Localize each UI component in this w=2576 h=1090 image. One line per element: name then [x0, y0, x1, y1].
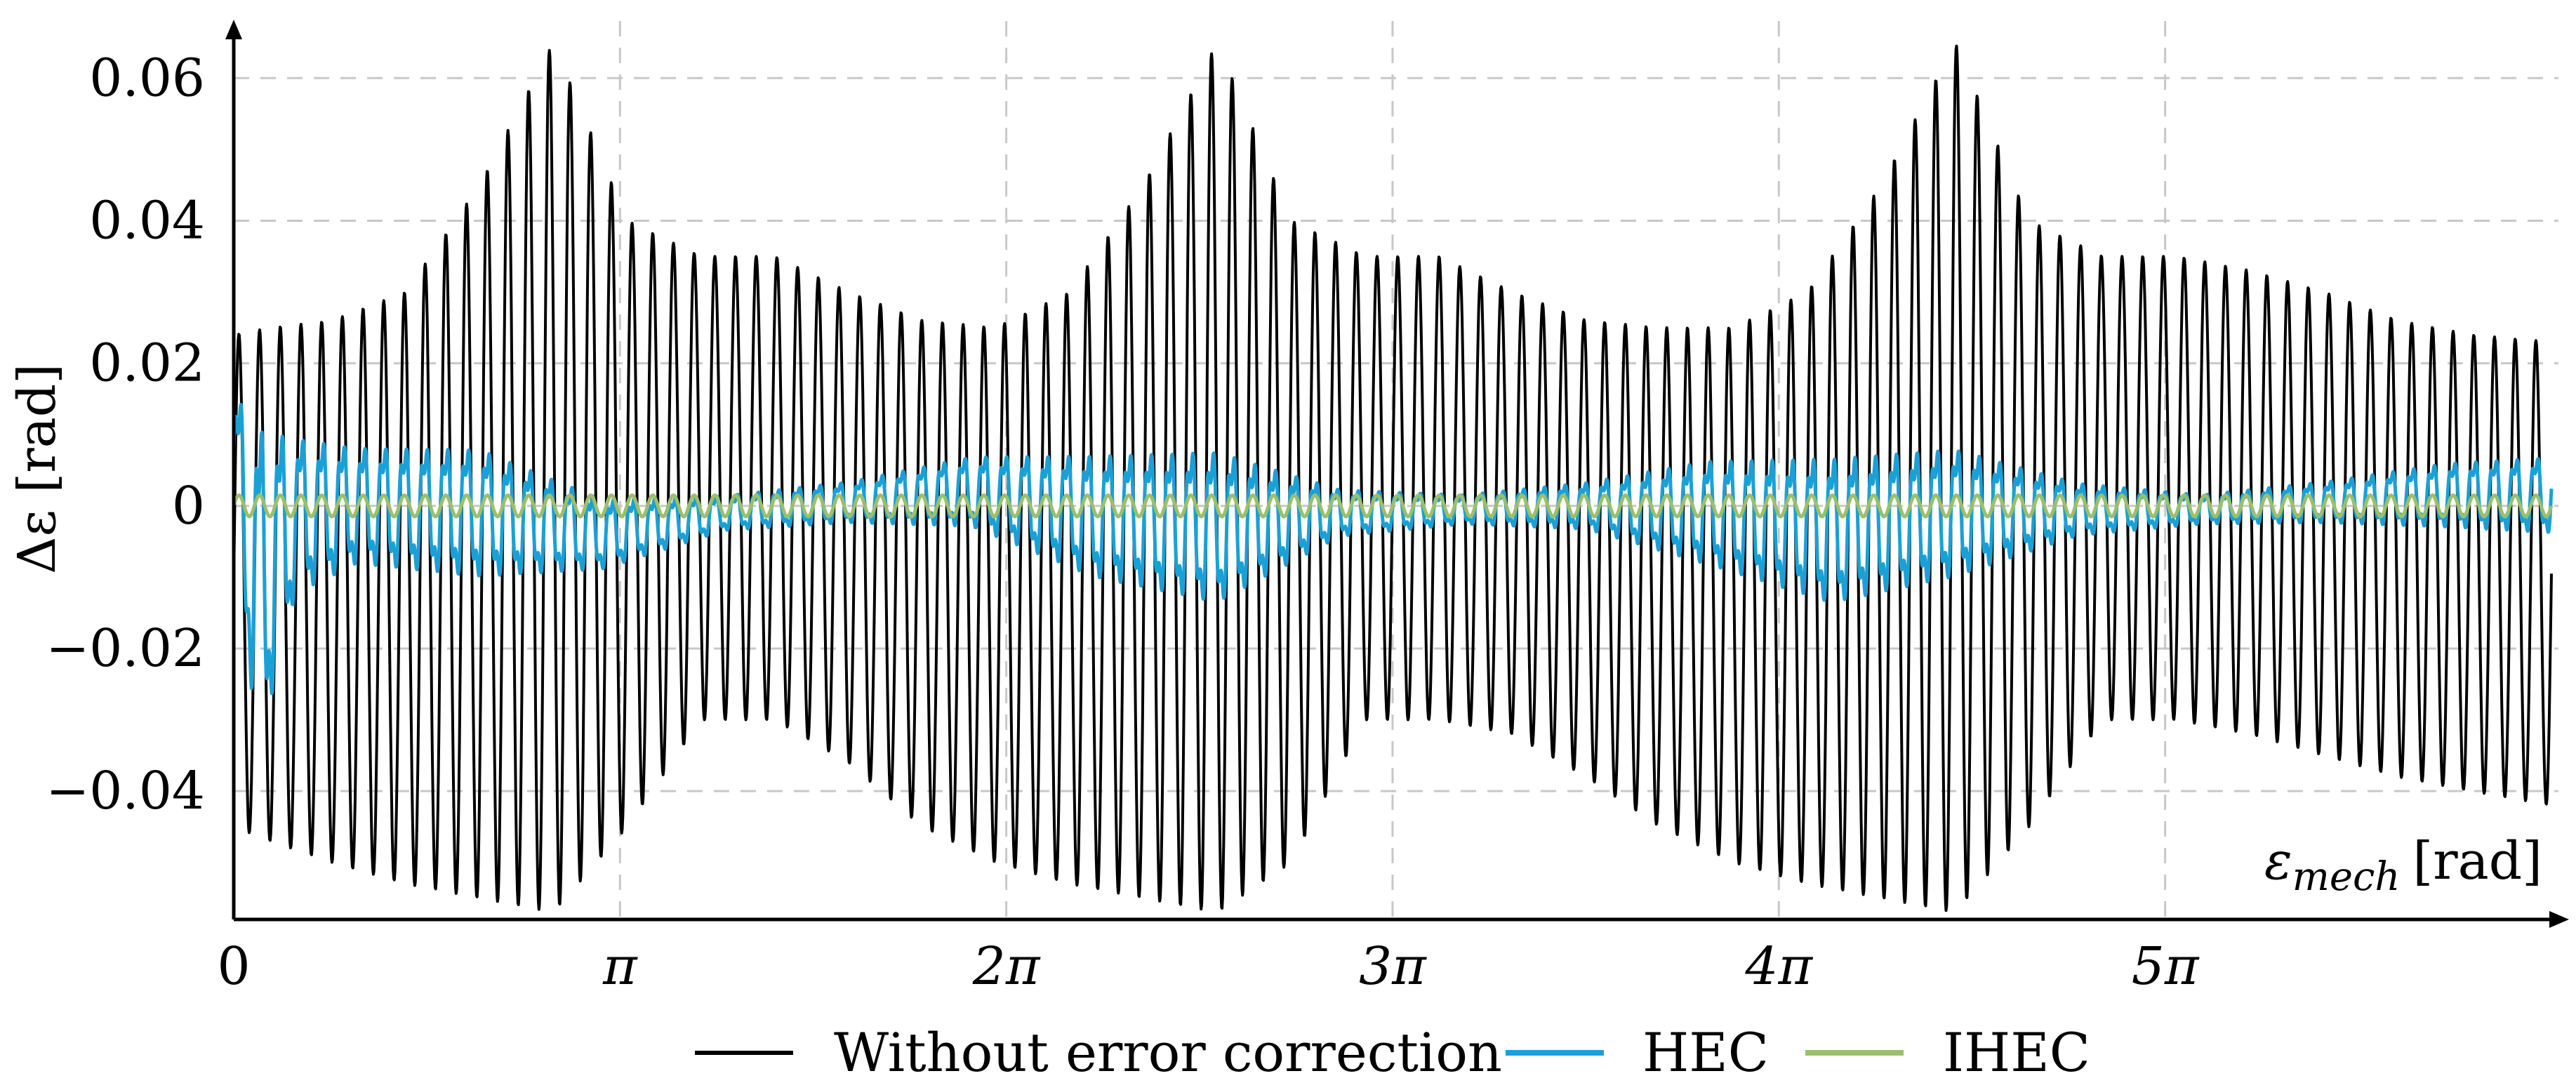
y-tick-labels: 0.06 0.04 0.02 0 −0.02 −0.04 [46, 48, 205, 821]
x-axis-title-subscript: mech [2292, 854, 2401, 900]
x-axis-title-symbol: ε [2264, 831, 2292, 891]
axes [225, 20, 2569, 928]
y-tick-label: 0.04 [89, 190, 205, 251]
y-tick-label: −0.02 [46, 618, 205, 679]
x-tick-label: 2π [972, 936, 1041, 997]
legend-label-without-correction: Without error correction [834, 1021, 1502, 1084]
series-layer [232, 44, 2554, 912]
x-tick-label: 0 [217, 936, 250, 997]
y-tick-label: 0 [172, 476, 205, 536]
legend: Without error correction HEC IHEC [695, 1021, 2090, 1084]
x-tick-label: π [602, 936, 638, 997]
x-tick-label: 5π [2132, 936, 2200, 997]
x-axis-title: εmech [rad] [2264, 831, 2542, 900]
y-tick-label: −0.04 [46, 761, 205, 821]
series-ihec [232, 493, 2554, 519]
x-tick-labels: 0 π 2π 3π 4π 5π [217, 936, 2199, 997]
y-axis-arrow [225, 20, 242, 39]
x-axis-title-unit: [rad] [2412, 831, 2542, 891]
legend-label-hec: HEC [1642, 1021, 1769, 1084]
x-tick-label: 3π [1359, 936, 1427, 997]
y-tick-label: 0.02 [89, 333, 205, 394]
x-axis-arrow [2549, 911, 2569, 928]
legend-label-ihec: IHEC [1943, 1021, 2090, 1084]
y-axis-title: Δε [rad] [7, 364, 67, 574]
x-tick-label: 4π [1744, 936, 1813, 997]
series-without-error-correction [232, 44, 2553, 912]
y-tick-label: 0.06 [89, 48, 205, 108]
